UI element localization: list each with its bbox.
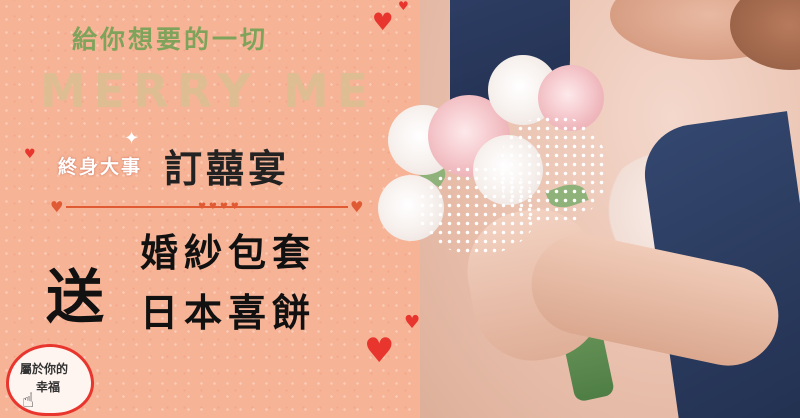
send-text: 送 [46,250,104,334]
engagement-banquet-title: 訂囍宴 [164,138,290,193]
heart-icon: ♥ ♥ ♥ ♥ [198,202,239,212]
bridal-bouquet [378,45,628,260]
badge-text-1: 屬於你的 [20,360,68,377]
heart-icon: ♥ [404,314,420,332]
tagline: 給你想要的一切 [72,20,268,56]
lifelong-event-text: 終身大事 [58,152,142,179]
heart-icon: ♥ [398,0,409,12]
heart-icon: ♥ [50,198,63,216]
heart-icon: ♥ [24,148,36,161]
headline: 終身大事 訂囍宴 [58,138,290,193]
heart-icon: ♥ [372,10,394,34]
heart-icon: ♥ [350,198,363,216]
merry-me-text: MERRY ME [40,64,376,118]
happiness-badge[interactable]: 屬於你的 幸福 ☝ [6,344,88,410]
badge-text-2: 幸福 [36,378,60,395]
gift-wedding-photo-package: 婚紗包套 [140,222,316,277]
pointer-hand-icon: ☝ [22,388,34,412]
gift-japanese-wedding-cake: 日本喜餅 [140,282,316,337]
heart-icon: ♥ [364,334,394,368]
decorative-divider: ♥ ♥ ♥ ♥ ♥ ♥ [48,199,366,215]
